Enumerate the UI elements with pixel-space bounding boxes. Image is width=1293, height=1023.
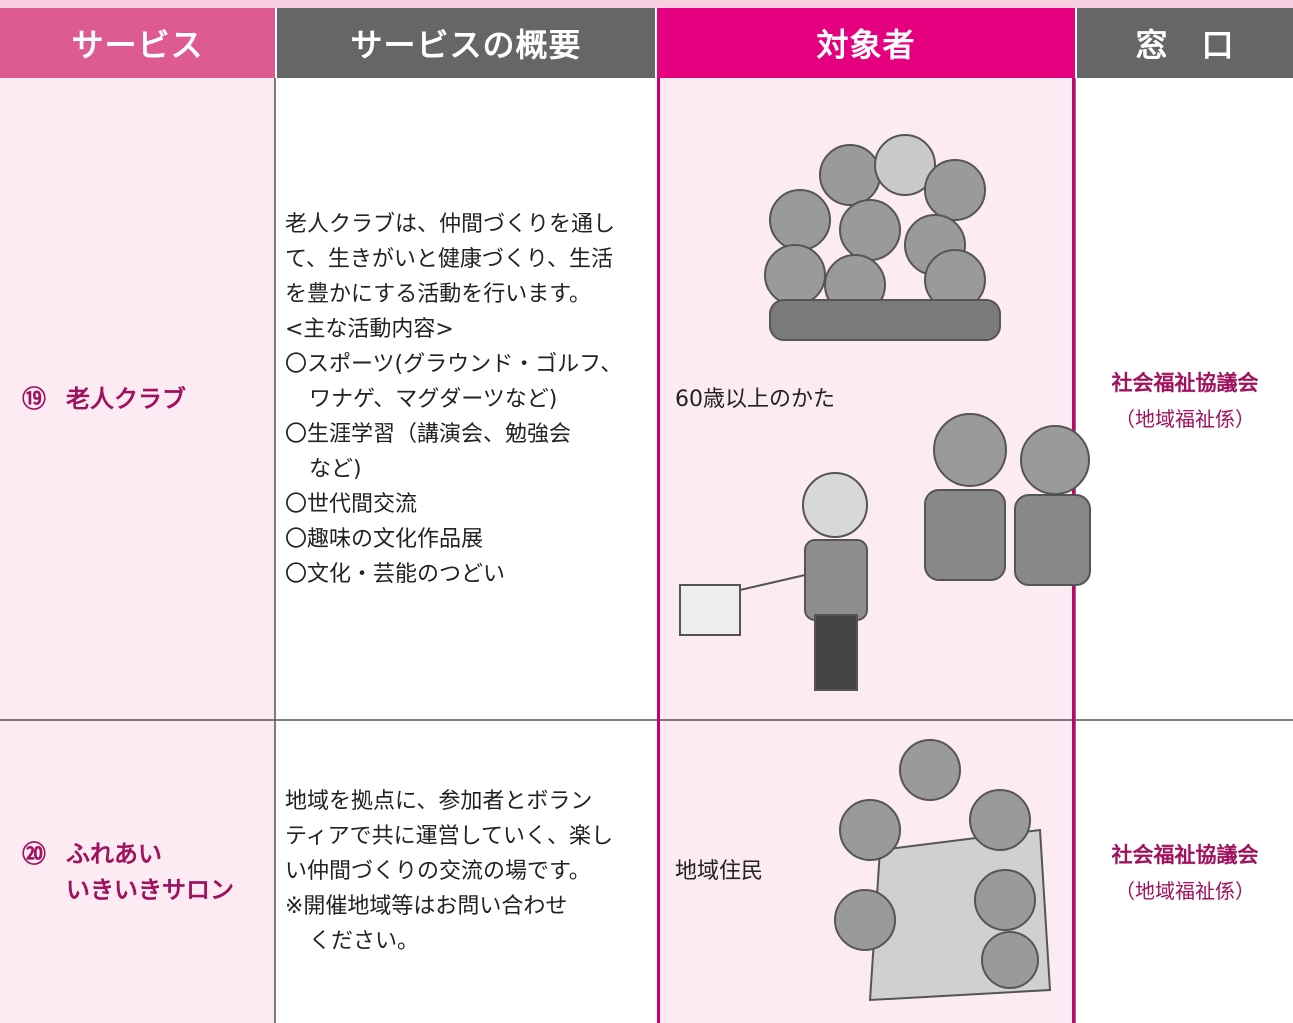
contact-cell: 社会福祉協議会 （地域福祉係） [1077, 720, 1293, 1023]
summary-item: など) [309, 456, 362, 482]
illustration-singers [924, 413, 1091, 586]
illustration-guard [679, 472, 868, 691]
service-number: ⑳ [22, 839, 46, 868]
service-name-lines: ふれあいいきいきサロン [66, 836, 234, 908]
summary-cell: 地域を拠点に、参加者とボラン ティアで共に運営していく、楽し い仲間づくりの交流の場… [285, 720, 655, 1023]
service-name: ⑲ 老人クラブ [22, 381, 275, 417]
service-cell: ⑳ ふれあいいきいきサロン [0, 720, 275, 1023]
header-target: 対象者 [657, 8, 1075, 78]
summary-line: い仲間づくりの交流の場です。 [285, 859, 591, 884]
target-cell: 60歳以上のかた [675, 78, 875, 720]
summary-line: を豊かにする活動を行います。 [285, 281, 592, 307]
target-text: 60歳以上のかた [675, 386, 835, 412]
illustration-salon [834, 739, 1052, 1002]
summary-item: 〇生涯学習（講演会、勉強会 [285, 421, 572, 447]
service-name-line: 老人クラブ [66, 385, 186, 413]
header-contact: 窓 口 [1077, 8, 1293, 78]
summary-line: 老人クラブは、仲間づくりを通し [285, 211, 616, 237]
service-name-lines: 老人クラブ [66, 381, 186, 417]
header-service: サービス [0, 8, 275, 78]
summary-line: 地域を拠点に、参加者とボラン [285, 789, 593, 814]
service-name: ⑳ ふれあいいきいきサロン [22, 836, 275, 908]
header-summary: サービスの概要 [277, 8, 655, 78]
summary-item: ください。 [309, 929, 420, 954]
service-cell: ⑲ 老人クラブ [0, 78, 275, 720]
summary-item: 〇世代間交流 [285, 491, 418, 517]
contact-name: 社会福祉協議会 [1111, 370, 1259, 395]
summary-line: て、生きがいと健康づくり、生活 [285, 246, 614, 272]
summary-item: 〇文化・芸能のつどい [285, 561, 506, 587]
summary-cell: 老人クラブは、仲間づくりを通し て、生きがいと健康づくり、生活 を豊かにする活動を行… [285, 78, 655, 720]
summary-item: ワナゲ、マグダーツなど) [309, 386, 558, 412]
service-name-line: いきいきサロン [66, 875, 234, 904]
contact-department: （地域福祉係） [1115, 879, 1255, 903]
target-text: 地域住民 [675, 859, 764, 884]
service-number: ⑲ [22, 385, 46, 413]
summary-item: ※開催地域等はお問い合わせ [285, 894, 568, 919]
service-name-line: ふれあい [66, 839, 162, 868]
summary-item: 〇スポーツ(グラウンド・ゴルフ、 [285, 351, 623, 377]
contact-cell: 社会福祉協議会 （地域福祉係） [1077, 78, 1293, 720]
contact-department: （地域福祉係） [1115, 406, 1255, 431]
summary-line: ティアで共に運営していく、楽し [285, 824, 614, 849]
summary-item: 〇趣味の文化作品展 [285, 526, 484, 552]
contact-name: 社会福祉協議会 [1111, 843, 1259, 867]
summary-heading: <主な活動内容> [285, 316, 454, 342]
illustration-crowd [764, 134, 1001, 341]
target-cell: 地域住民 [675, 720, 875, 1023]
